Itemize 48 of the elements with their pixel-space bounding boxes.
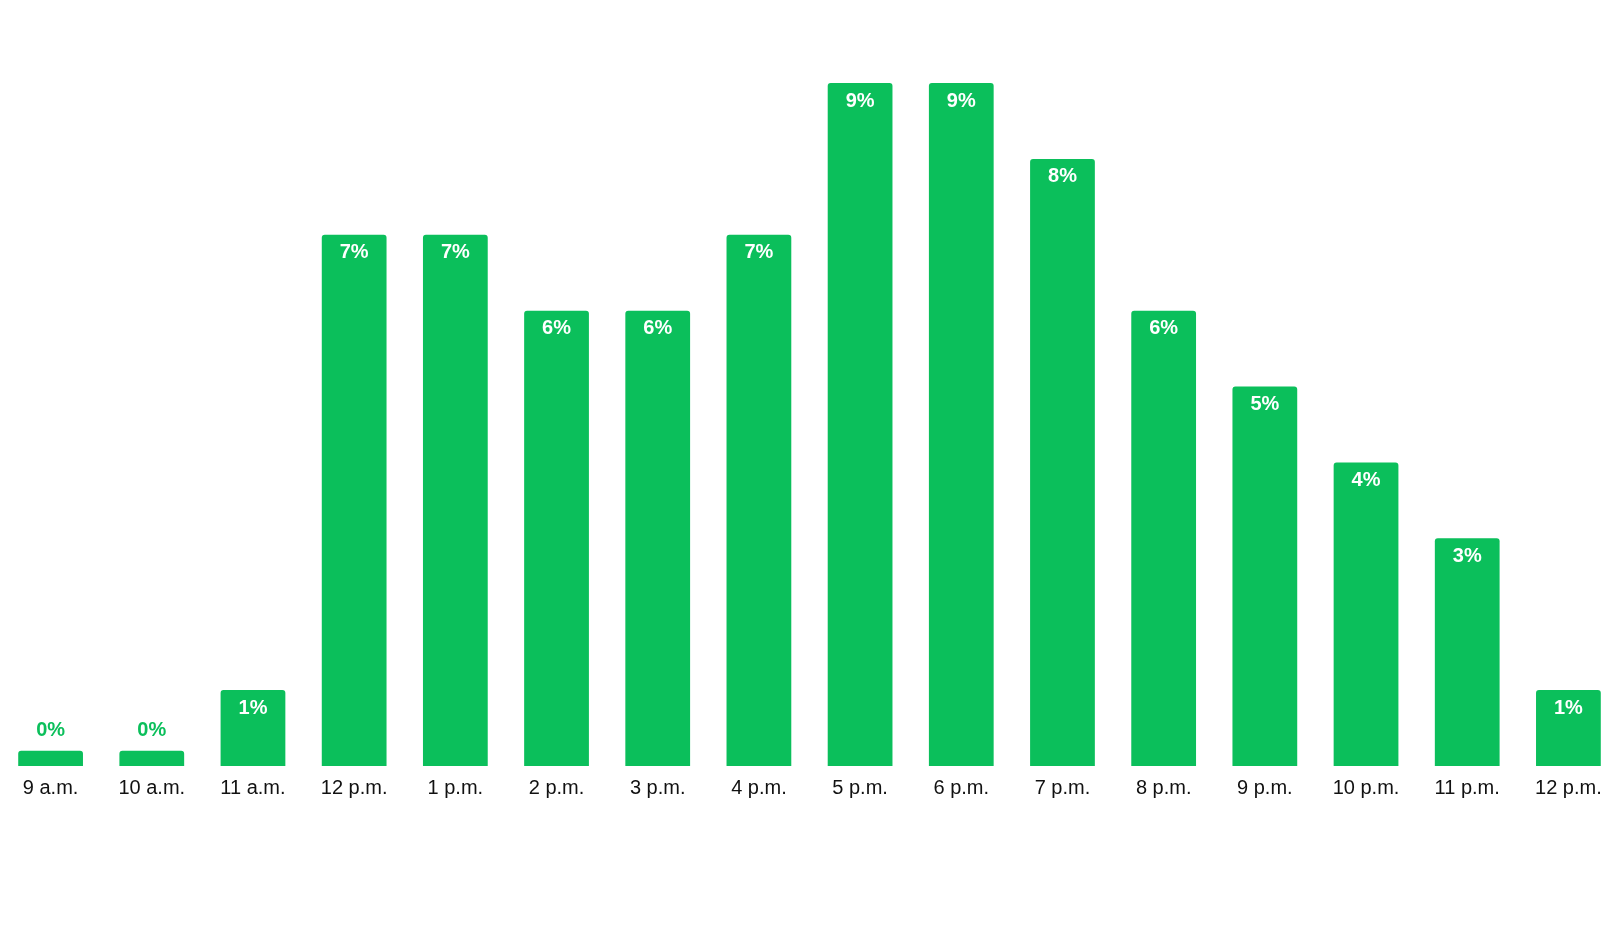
data-label: 5% <box>1250 392 1280 415</box>
x-tick-label: 11 a.m. <box>220 775 286 798</box>
data-label: 0% <box>36 718 66 741</box>
data-label: 4% <box>1351 467 1381 490</box>
x-tick-label: 4 p.m. <box>731 775 787 798</box>
data-label: 3% <box>1452 543 1482 566</box>
data-label: 6% <box>542 316 572 339</box>
bar <box>220 690 286 766</box>
bar <box>625 310 691 766</box>
bar <box>1131 310 1197 766</box>
bar <box>1536 690 1601 766</box>
data-label: 0% <box>137 718 167 741</box>
bar <box>1232 386 1298 766</box>
bar <box>1030 158 1095 766</box>
data-label: 6% <box>643 316 673 339</box>
x-tick-label: 12 p.m. <box>320 775 388 798</box>
x-tick-label: 1 p.m. <box>427 775 484 798</box>
data-label: 9% <box>845 88 875 111</box>
data-label: 6% <box>1149 316 1179 339</box>
x-tick-label: 10 p.m. <box>1332 775 1400 798</box>
bar <box>422 234 488 766</box>
bar <box>119 750 185 766</box>
x-tick-label: 6 p.m. <box>933 775 990 798</box>
data-label: 1% <box>1553 695 1584 718</box>
x-tick-label: 7 p.m. <box>1034 775 1091 798</box>
x-tick-label: 9 a.m. <box>22 775 79 798</box>
data-label: 7% <box>339 240 369 263</box>
bar <box>18 750 83 766</box>
x-tick-label: 8 p.m. <box>1135 775 1192 798</box>
data-label: 7% <box>440 240 471 263</box>
data-label: 1% <box>238 695 268 718</box>
data-label: 9% <box>946 88 976 111</box>
bar <box>321 234 387 766</box>
x-tick-label: 11 p.m. <box>1434 775 1500 798</box>
x-tick-label: 5 p.m. <box>832 775 888 798</box>
bar <box>1333 462 1399 766</box>
x-tick-label: 12 p.m. <box>1535 775 1602 798</box>
x-tick-label: 9 p.m. <box>1237 775 1293 798</box>
bar <box>827 83 893 766</box>
bar <box>928 83 994 766</box>
bar <box>524 310 589 766</box>
x-tick-label: 2 p.m. <box>528 775 585 798</box>
bar <box>1434 538 1500 766</box>
bar <box>726 234 792 766</box>
x-tick-label: 3 p.m. <box>629 775 686 798</box>
data-label: 8% <box>1048 164 1078 187</box>
x-tick-label: 10 a.m. <box>118 775 186 798</box>
data-label: 7% <box>744 240 774 263</box>
